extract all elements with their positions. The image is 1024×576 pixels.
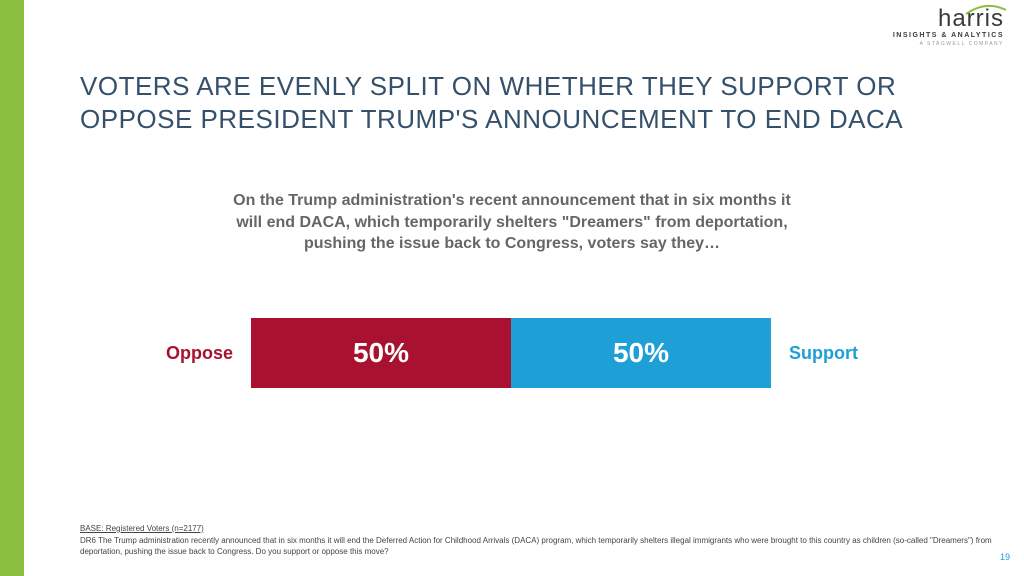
chart-question: On the Trump administration's recent ann… bbox=[232, 190, 792, 255]
accent-bar bbox=[0, 0, 24, 576]
logo-subtitle: INSIGHTS & ANALYTICS bbox=[893, 32, 1004, 39]
bar-track: 50% 50% bbox=[251, 318, 771, 388]
stacked-bar-chart: Oppose 50% 50% Support bbox=[166, 318, 858, 388]
support-label: Support bbox=[789, 343, 858, 364]
brand-logo: harris INSIGHTS & ANALYTICS A STAGWELL C… bbox=[893, 8, 1004, 47]
support-segment: 50% bbox=[511, 318, 771, 388]
slide-title: VOTERS ARE EVENLY SPLIT ON WHETHER THEY … bbox=[80, 70, 964, 135]
oppose-label: Oppose bbox=[166, 343, 233, 364]
logo-wordmark: harris bbox=[893, 8, 1004, 30]
base-text: BASE: Registered Voters (n=2177) bbox=[80, 524, 204, 535]
logo-subtitle-2: A STAGWELL COMPANY bbox=[893, 41, 1004, 47]
slide: harris INSIGHTS & ANALYTICS A STAGWELL C… bbox=[0, 0, 1024, 576]
page-number: 19 bbox=[1000, 552, 1010, 562]
oppose-segment: 50% bbox=[251, 318, 511, 388]
logo-swoosh-icon bbox=[966, 4, 1006, 16]
footnote: BASE: Registered Voters (n=2177) DR6 The… bbox=[80, 524, 994, 558]
question-text: DR6 The Trump administration recently an… bbox=[80, 536, 992, 556]
